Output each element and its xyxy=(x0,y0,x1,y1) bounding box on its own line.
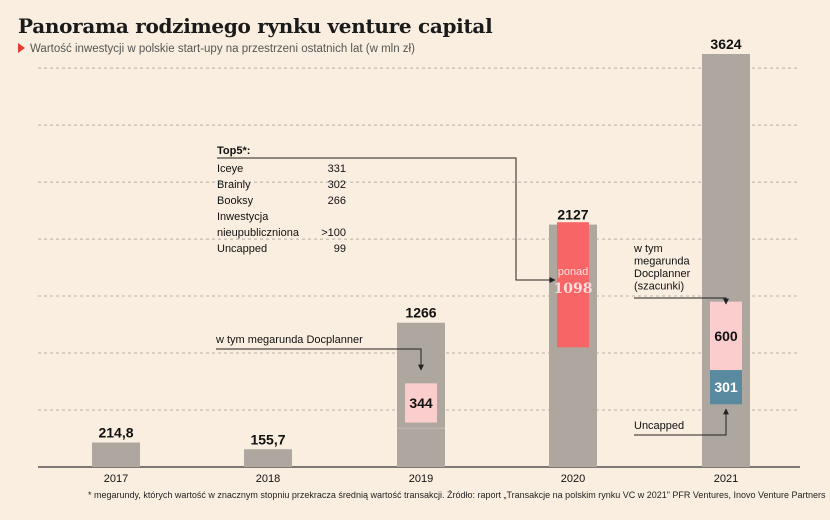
segment-top5-2020 xyxy=(557,222,589,348)
segment-docplanner-2021 xyxy=(710,301,742,371)
top5-value: 99 xyxy=(334,243,346,255)
labels: 344 ponad 1098 301 600 214,8 155,7 1266 2127 3624… xyxy=(98,36,741,485)
x-tick-label: 2017 xyxy=(104,473,128,485)
bars xyxy=(92,54,750,467)
top5-title: Top5*: xyxy=(217,145,250,157)
annotation-docplanner-2021: w tym xyxy=(633,243,663,255)
arrow-docplanner-2019 xyxy=(216,348,424,371)
bar-value-label: 2127 xyxy=(557,207,588,223)
bar-2018 xyxy=(244,449,292,467)
annotation-docplanner-2021: megarunda xyxy=(634,256,691,268)
top5-name: Uncapped xyxy=(217,243,267,255)
x-tick-label: 2018 xyxy=(256,473,280,485)
arrow-top5 xyxy=(217,157,556,283)
top5-value: >100 xyxy=(321,227,346,239)
segment-value-label: 301 xyxy=(714,379,738,395)
segment-docplanner-2019 xyxy=(405,383,437,423)
top5-value: 302 xyxy=(328,179,346,191)
segment-label-top: ponad xyxy=(558,266,589,278)
top5-name: Iceye xyxy=(217,163,243,175)
top5-value: 266 xyxy=(328,195,346,207)
bar-2021 xyxy=(702,54,750,467)
x-tick-label: 2021 xyxy=(714,473,738,485)
segment-value-label: 1098 xyxy=(554,281,593,297)
top5-name: nieupubliczniona xyxy=(217,227,300,239)
bar-2017 xyxy=(92,442,140,467)
annotation-docplanner-2021: (szacunki) xyxy=(634,281,684,293)
triangle-marker-icon xyxy=(18,43,25,53)
segment-uncapped-2021 xyxy=(710,370,742,405)
top5-name: Booksy xyxy=(217,195,254,207)
footnote: * megarundy, których wartość w znacznym … xyxy=(88,490,826,500)
top5-value: 331 xyxy=(328,163,346,175)
bar-value-label: 3624 xyxy=(710,36,741,52)
annotation-docplanner-2019: w tym megarunda Docplanner xyxy=(215,334,363,346)
top5-name: Inwestycja xyxy=(217,211,269,223)
segment-value-label: 600 xyxy=(714,328,738,344)
chart-title: Panorama rodzimego rynku venture capital xyxy=(18,14,493,38)
segment-value-label: 344 xyxy=(409,395,433,411)
top5-name: Brainly xyxy=(217,179,251,191)
arrow-docplanner-2021 xyxy=(634,297,729,305)
bar-value-label: 214,8 xyxy=(98,425,133,441)
bar-value-label: 1266 xyxy=(405,305,436,321)
annotation-docplanner-2021: Docplanner xyxy=(634,268,691,280)
annotation-uncapped-2021: Uncapped xyxy=(634,420,684,432)
x-tick-label: 2019 xyxy=(409,473,433,485)
bar-value-label: 155,7 xyxy=(250,431,285,447)
chart-subtitle-text: Wartość inwestycji w polskie start-upy n… xyxy=(30,43,415,55)
arrow-uncapped-2021 xyxy=(634,408,729,436)
annotations: w tym megarunda Docplanner Top5*: Iceye 331… xyxy=(215,145,729,436)
x-tick-label: 2020 xyxy=(561,473,585,485)
chart-subtitle: Wartość inwestycji w polskie start-upy n… xyxy=(18,43,415,55)
